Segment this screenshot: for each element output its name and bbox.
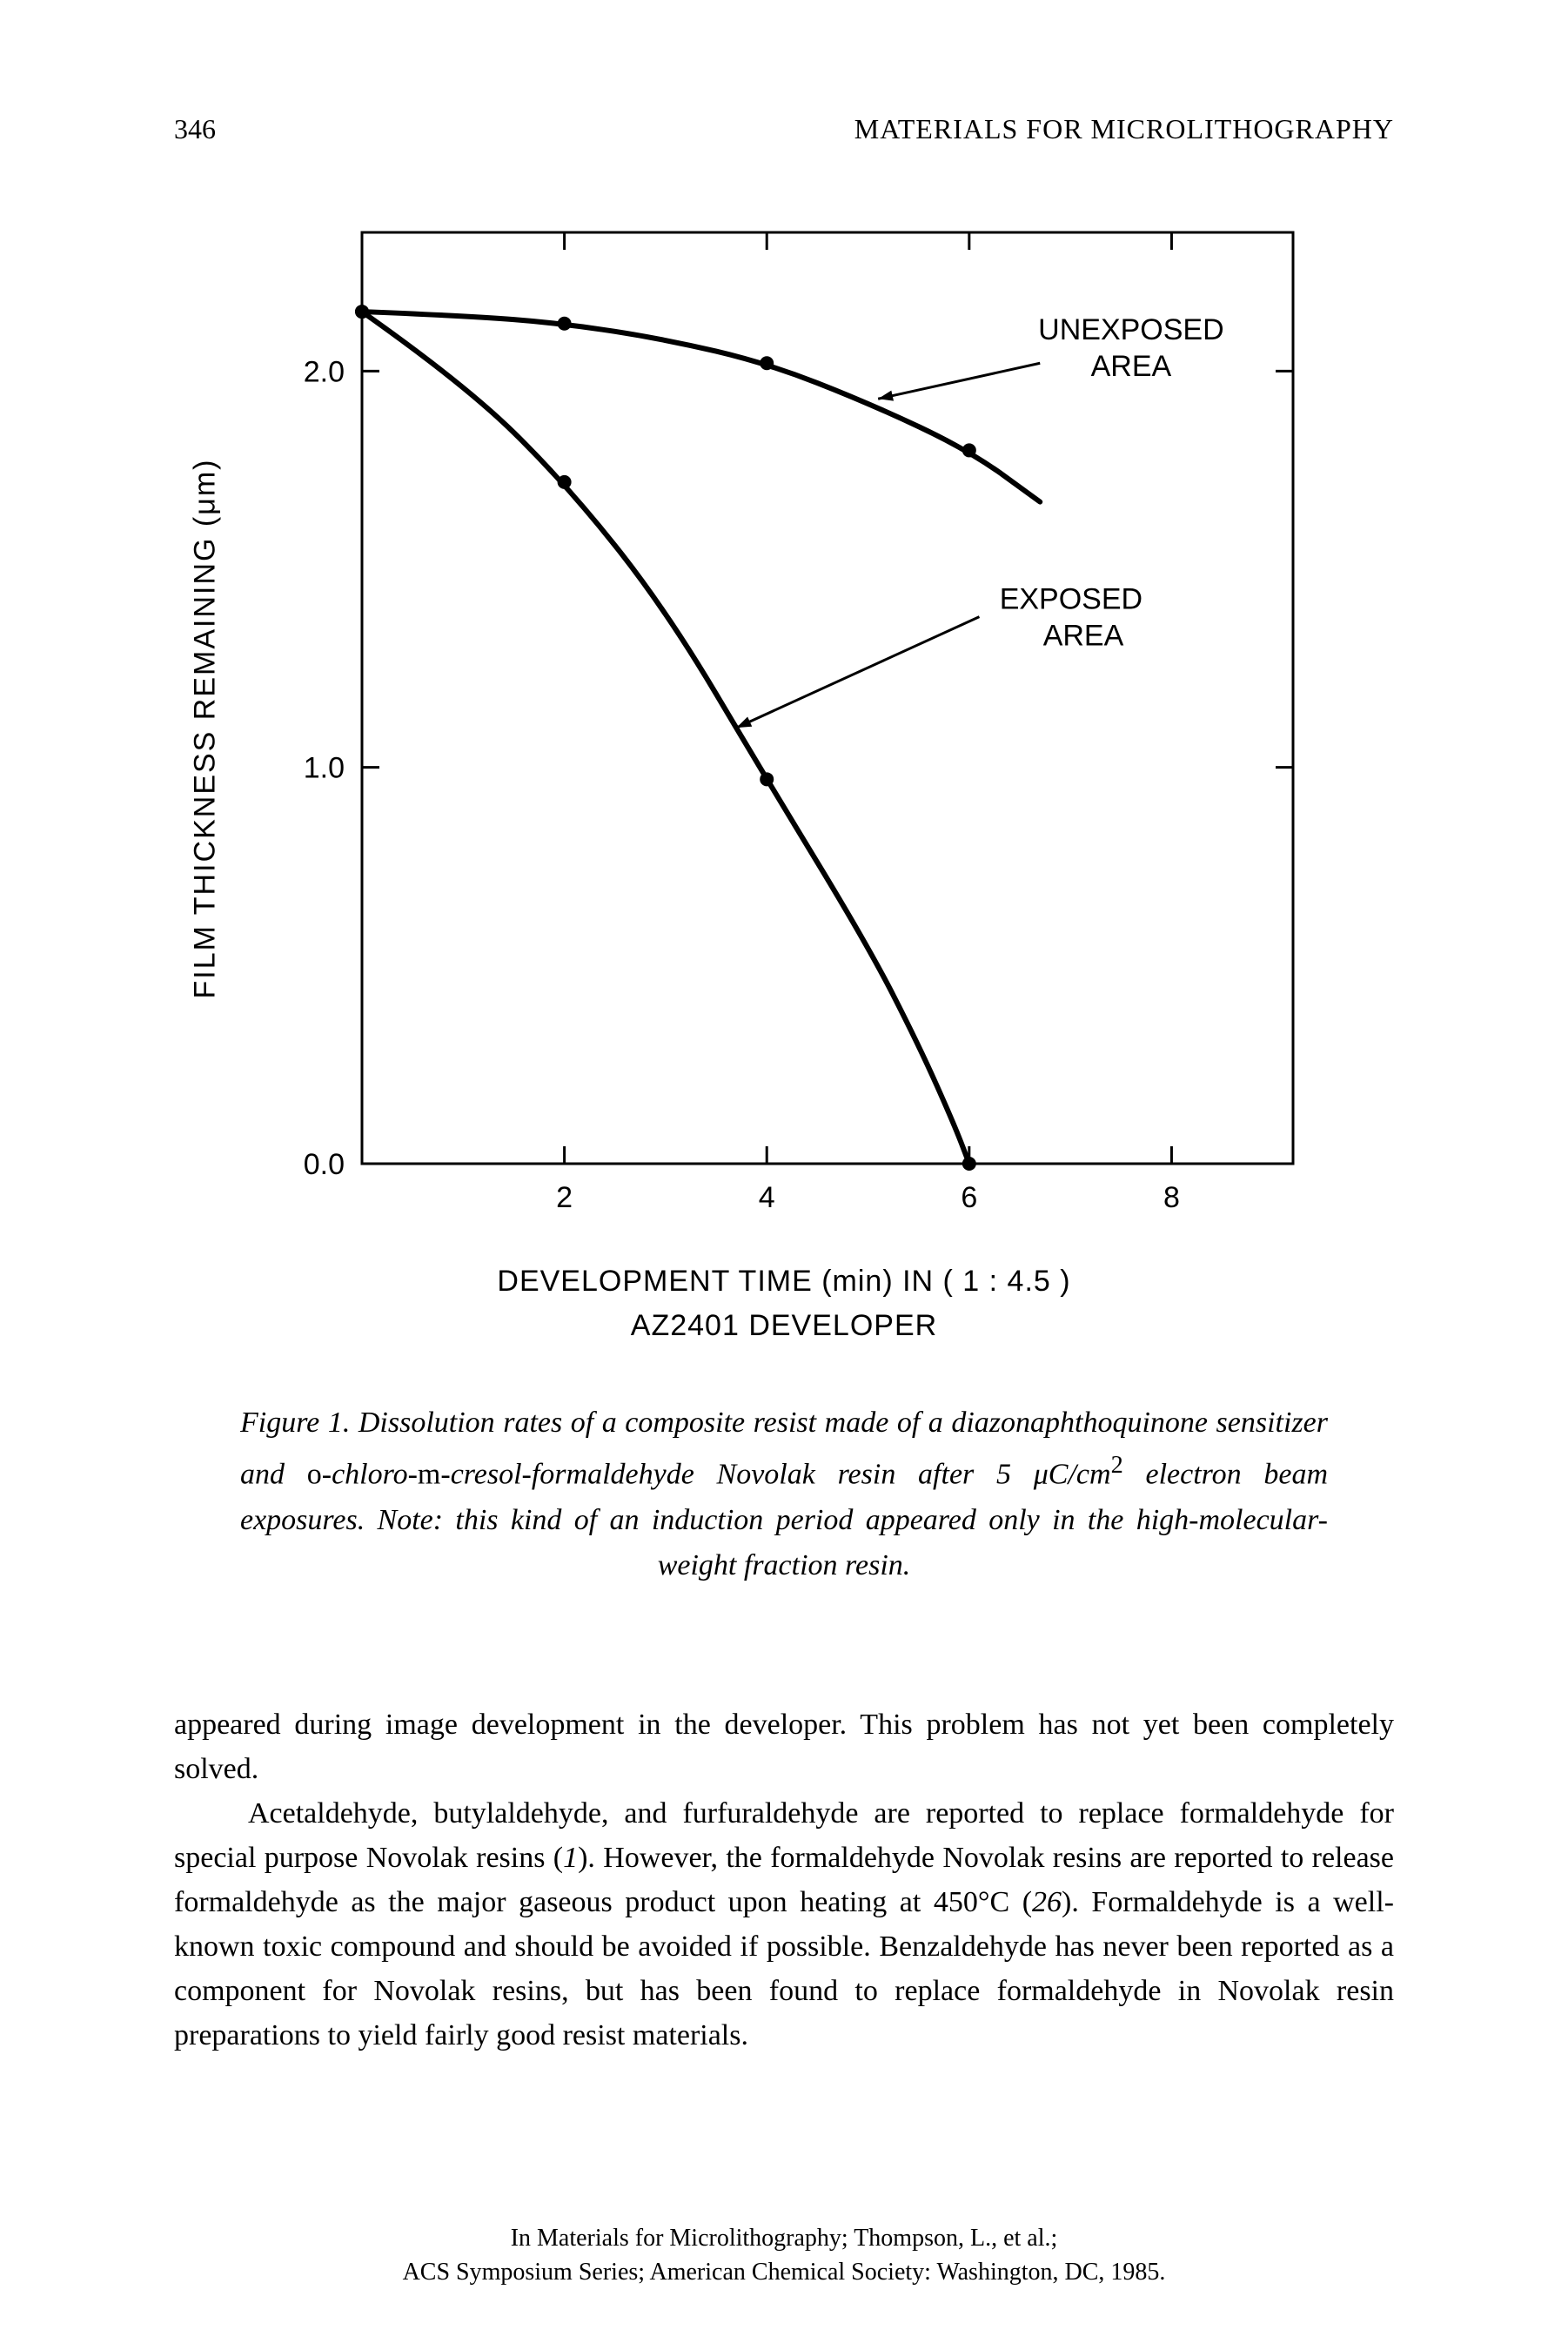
caption-italic-1: chloro-: [332, 1458, 418, 1490]
body-text: appeared during image development in the…: [174, 1702, 1394, 2058]
caption-italic-2: cresol-formaldehyde Novolak resin after …: [451, 1458, 1111, 1490]
page-header: 346 MATERIALS FOR MICROLITHOGRAPHY: [174, 113, 1394, 145]
svg-text:0.0: 0.0: [304, 1148, 345, 1181]
x-axis-label-line2: AZ2401 DEVELOPER: [631, 1309, 937, 1342]
page-footer: In Materials for Microlithography; Thomp…: [0, 2221, 1568, 2289]
book-title: MATERIALS FOR MICROLITHOGRAPHY: [854, 113, 1394, 145]
caption-roman-1: o-: [307, 1458, 332, 1490]
svg-text:AREA: AREA: [1043, 620, 1124, 653]
body-p1: appeared during image development in the…: [174, 1702, 1394, 1791]
caption-sup: 2: [1111, 1452, 1123, 1479]
caption-lead: Figure 1.: [240, 1407, 350, 1439]
svg-text:2.0: 2.0: [304, 355, 345, 388]
page-number: 346: [174, 113, 216, 145]
y-axis-label: FILM THICKNESS REMAINING (μm): [189, 459, 223, 999]
svg-text:6: 6: [961, 1181, 977, 1214]
figure-1: FILM THICKNESS REMAINING (μm) 24680.01.0…: [240, 215, 1328, 1589]
footer-line2: ACS Symposium Series; American Chemical …: [403, 2259, 1166, 2286]
page: 346 MATERIALS FOR MICROLITHOGRAPHY FILM …: [0, 0, 1568, 2350]
svg-text:8: 8: [1163, 1181, 1180, 1214]
chart-plot-area: FILM THICKNESS REMAINING (μm) 24680.01.0…: [240, 215, 1328, 1242]
body-p2: Acetaldehyde, butylaldehyde, and furfura…: [174, 1791, 1394, 2058]
footer-line1: In Materials for Microlithography; Thomp…: [511, 2225, 1058, 2252]
svg-text:EXPOSED: EXPOSED: [1000, 583, 1142, 616]
svg-text:UNEXPOSED: UNEXPOSED: [1038, 313, 1224, 346]
figure-caption: Figure 1. Dissolution rates of a composi…: [240, 1400, 1328, 1589]
x-axis-label: DEVELOPMENT TIME (min) IN ( 1 : 4.5 ) AZ…: [240, 1259, 1328, 1348]
svg-text:1.0: 1.0: [304, 752, 345, 785]
svg-text:4: 4: [759, 1181, 775, 1214]
body-ref1: 1: [563, 1842, 578, 1874]
svg-text:2: 2: [556, 1181, 573, 1214]
svg-text:AREA: AREA: [1091, 350, 1172, 383]
caption-roman-2: m-: [418, 1458, 451, 1490]
x-axis-label-line1: DEVELOPMENT TIME (min) IN ( 1 : 4.5 ): [497, 1265, 1070, 1298]
body-ref2: 26: [1032, 1886, 1062, 1918]
chart-svg: 2 4 6 8 0.0 1.0 2.0 UNEXPOSED AREA EXPOSED AREA: [240, 215, 1328, 1242]
